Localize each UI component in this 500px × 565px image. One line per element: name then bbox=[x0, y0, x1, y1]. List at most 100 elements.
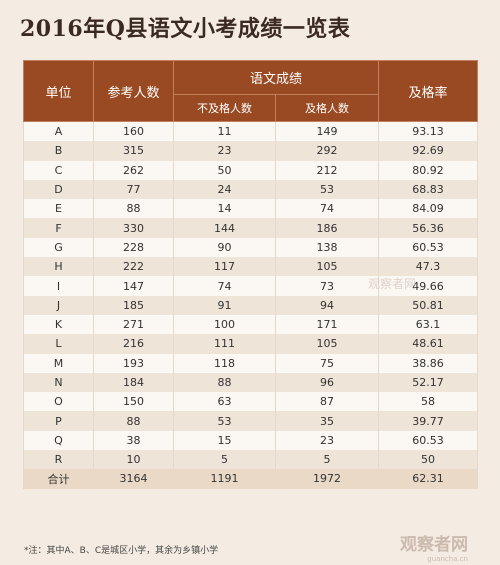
table-row: E 88 14 74 84.09 bbox=[23, 199, 479, 219]
table-row: M 193 118 75 38.86 bbox=[23, 353, 479, 373]
cell-unit: G bbox=[23, 237, 94, 258]
cell-pass: 87 bbox=[274, 392, 380, 412]
table-row: O 150 63 87 58 bbox=[23, 392, 479, 412]
cell-participants: 150 bbox=[93, 392, 174, 412]
cell-pass: 149 bbox=[274, 121, 380, 142]
cell-fail: 50 bbox=[173, 160, 276, 180]
score-table: 单位 参考人数 语文成绩 及格率 不及格人数 及格人数 A 160 11 149 93.… bbox=[23, 60, 479, 489]
cell-unit: B bbox=[23, 141, 94, 161]
cell-participants: 222 bbox=[93, 257, 174, 277]
table-row: H 222 117 105 47.3 bbox=[23, 257, 479, 277]
cell-pass: 75 bbox=[274, 353, 380, 373]
cell-participants: 3164 bbox=[93, 469, 174, 489]
cell-pass: 212 bbox=[274, 160, 380, 180]
cell-fail: 100 bbox=[173, 314, 276, 335]
cell-fail: 144 bbox=[173, 218, 276, 238]
cell-fail: 15 bbox=[173, 430, 276, 451]
cell-pass: 171 bbox=[274, 314, 380, 335]
header-fail-count: 不及格人数 bbox=[173, 94, 276, 122]
cell-rate: 56.36 bbox=[378, 218, 479, 238]
cell-pass: 138 bbox=[274, 237, 380, 258]
cell-pass: 96 bbox=[274, 372, 380, 393]
table-row: L 216 111 105 48.61 bbox=[23, 334, 479, 354]
cell-unit: F bbox=[23, 218, 94, 238]
cell-participants: 10 bbox=[93, 450, 174, 470]
header-pass-rate: 及格率 bbox=[378, 60, 479, 122]
cell-pass: 292 bbox=[274, 141, 380, 161]
cell-participants: 88 bbox=[93, 199, 174, 219]
cell-fail: 74 bbox=[173, 276, 276, 296]
cell-rate: 84.09 bbox=[378, 199, 479, 219]
cell-unit: N bbox=[23, 372, 94, 393]
cell-rate: 60.53 bbox=[378, 430, 479, 451]
cell-fail: 24 bbox=[173, 179, 276, 200]
cell-rate: 93.13 bbox=[378, 121, 479, 142]
watermark-center: 观察者网 bbox=[368, 277, 417, 291]
cell-unit: D bbox=[23, 179, 94, 200]
cell-rate: 62.31 bbox=[378, 469, 479, 489]
cell-participants: 77 bbox=[93, 179, 174, 200]
page-title: 2016年Q县语文小考成绩一览表 bbox=[20, 16, 351, 42]
watermark-logo-text: 观察者网 bbox=[400, 535, 468, 555]
cell-rate: 80.92 bbox=[378, 160, 479, 180]
cell-participants: 271 bbox=[93, 314, 174, 335]
cell-pass: 94 bbox=[274, 295, 380, 315]
table-row: J 185 91 94 50.81 bbox=[23, 295, 479, 315]
cell-pass: 1972 bbox=[274, 469, 380, 489]
cell-participants: 185 bbox=[93, 295, 174, 315]
cell-fail: 5 bbox=[173, 450, 276, 470]
cell-unit: C bbox=[23, 160, 94, 180]
cell-participants: 330 bbox=[93, 218, 174, 238]
table-header: 单位 参考人数 语文成绩 及格率 不及格人数 及格人数 bbox=[23, 60, 479, 122]
table-row: A 160 11 149 93.13 bbox=[23, 121, 479, 142]
cell-unit: J bbox=[23, 295, 94, 315]
table-row: I 147 74 73 49.66 bbox=[23, 276, 479, 296]
cell-participants: 315 bbox=[93, 141, 174, 161]
cell-fail: 91 bbox=[173, 295, 276, 315]
header-chinese-scores: 语文成绩 bbox=[172, 60, 380, 95]
table-row: F 330 144 186 56.36 bbox=[23, 218, 479, 238]
cell-pass: 105 bbox=[274, 257, 380, 277]
cell-pass: 23 bbox=[274, 430, 380, 451]
cell-unit: I bbox=[23, 276, 94, 296]
cell-pass: 73 bbox=[274, 276, 380, 296]
cell-fail: 88 bbox=[173, 372, 276, 393]
cell-rate: 47.3 bbox=[378, 257, 479, 277]
cell-unit: L bbox=[23, 334, 94, 354]
cell-pass: 5 bbox=[274, 450, 380, 470]
header-participants: 参考人数 bbox=[93, 60, 174, 122]
table-row: D 77 24 53 68.83 bbox=[23, 179, 479, 200]
cell-rate: 63.1 bbox=[378, 314, 479, 335]
cell-participants: 38 bbox=[93, 430, 174, 451]
cell-pass: 105 bbox=[274, 334, 380, 354]
table-row: B 315 23 292 92.69 bbox=[23, 141, 479, 161]
cell-fail: 111 bbox=[173, 334, 276, 354]
cell-unit: M bbox=[23, 353, 94, 373]
cell-unit: H bbox=[23, 257, 94, 277]
cell-participants: 160 bbox=[93, 121, 174, 142]
table-row: R 10 5 5 50 bbox=[23, 450, 479, 470]
cell-fail: 11 bbox=[173, 121, 276, 142]
cell-unit: A bbox=[23, 121, 94, 142]
cell-unit: 合计 bbox=[23, 469, 94, 489]
header-unit: 单位 bbox=[23, 60, 94, 122]
cell-participants: 262 bbox=[93, 160, 174, 180]
cell-participants: 147 bbox=[93, 276, 174, 296]
header-pass-count: 及格人数 bbox=[274, 94, 380, 122]
cell-fail: 63 bbox=[173, 392, 276, 412]
cell-rate: 38.86 bbox=[378, 353, 479, 373]
cell-fail: 14 bbox=[173, 199, 276, 219]
cell-participants: 88 bbox=[93, 411, 174, 431]
cell-unit: Q bbox=[23, 430, 94, 451]
cell-unit: P bbox=[23, 411, 94, 431]
cell-unit: E bbox=[23, 199, 94, 219]
cell-rate: 48.61 bbox=[378, 334, 479, 354]
cell-rate: 39.77 bbox=[378, 411, 479, 431]
cell-participants: 184 bbox=[93, 372, 174, 393]
cell-rate: 50 bbox=[378, 450, 479, 470]
table-row: Q 38 15 23 60.53 bbox=[23, 430, 479, 451]
cell-pass: 186 bbox=[274, 218, 380, 238]
cell-participants: 228 bbox=[93, 237, 174, 258]
cell-fail: 53 bbox=[173, 411, 276, 431]
cell-pass: 53 bbox=[274, 179, 380, 200]
